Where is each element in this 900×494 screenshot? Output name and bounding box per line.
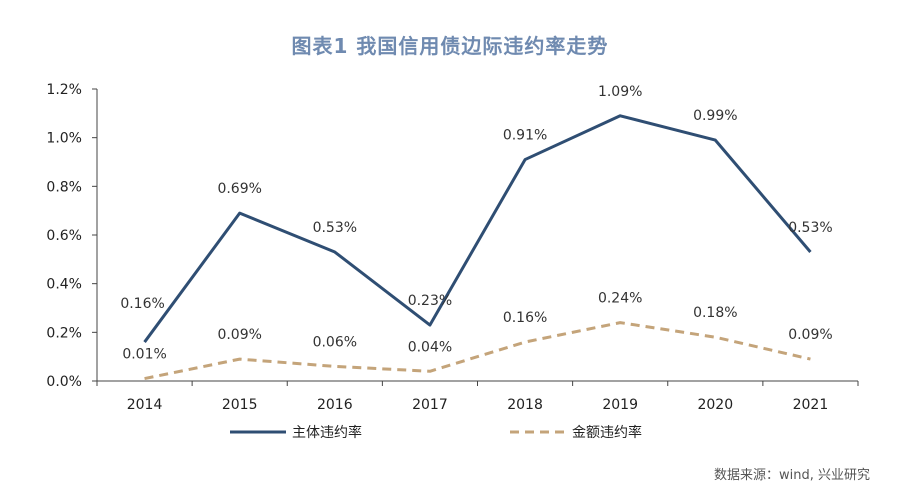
y-tick-label: 0.2%	[46, 325, 82, 341]
y-tick-label: 1.2%	[46, 82, 82, 98]
data-label-amount: 0.09%	[217, 327, 261, 343]
data-label-main: 1.09%	[598, 84, 642, 100]
data-label-main: 0.91%	[503, 128, 547, 144]
data-label-main: 0.53%	[788, 220, 832, 236]
data-label-amount: 0.16%	[503, 310, 547, 326]
y-tick-label: 0.4%	[46, 277, 82, 293]
data-label-main: 0.23%	[408, 293, 452, 309]
legend-label-1: 主体违约率	[292, 424, 362, 441]
data-label-amount: 0.04%	[408, 339, 452, 355]
data-label-amount: 0.24%	[598, 291, 642, 307]
x-tick-label: 2019	[602, 397, 638, 413]
x-tick-label: 2018	[507, 397, 543, 413]
data-label-main: 0.16%	[120, 296, 164, 312]
data-label-main: 0.99%	[693, 108, 737, 124]
y-tick-label: 0.0%	[46, 374, 82, 390]
x-tick-label: 2021	[793, 397, 829, 413]
y-tick-label: 0.6%	[46, 228, 82, 244]
x-tick-label: 2014	[127, 397, 163, 413]
series-line-2	[144, 321, 811, 381]
chart-title: 图表1 我国信用债边际违约率走势	[291, 34, 609, 58]
series-line-1	[143, 114, 812, 343]
data-label-amount: 0.06%	[313, 334, 357, 350]
data-label-amount: 0.09%	[788, 327, 832, 343]
data-label-amount: 0.01%	[122, 347, 166, 363]
y-tick-label: 0.8%	[46, 179, 82, 195]
x-tick-label: 2017	[412, 397, 448, 413]
x-tick-label: 2016	[317, 397, 353, 413]
data-label-amount: 0.18%	[693, 305, 737, 321]
legend-label-2: 金额违约率	[572, 424, 642, 441]
source-note: 数据来源：wind, 兴业研究	[713, 468, 870, 483]
y-tick-label: 1.0%	[46, 131, 82, 147]
data-label-main: 0.53%	[313, 220, 357, 236]
x-tick-label: 2020	[697, 397, 733, 413]
data-label-main: 0.69%	[217, 181, 261, 197]
x-tick-label: 2015	[222, 397, 258, 413]
